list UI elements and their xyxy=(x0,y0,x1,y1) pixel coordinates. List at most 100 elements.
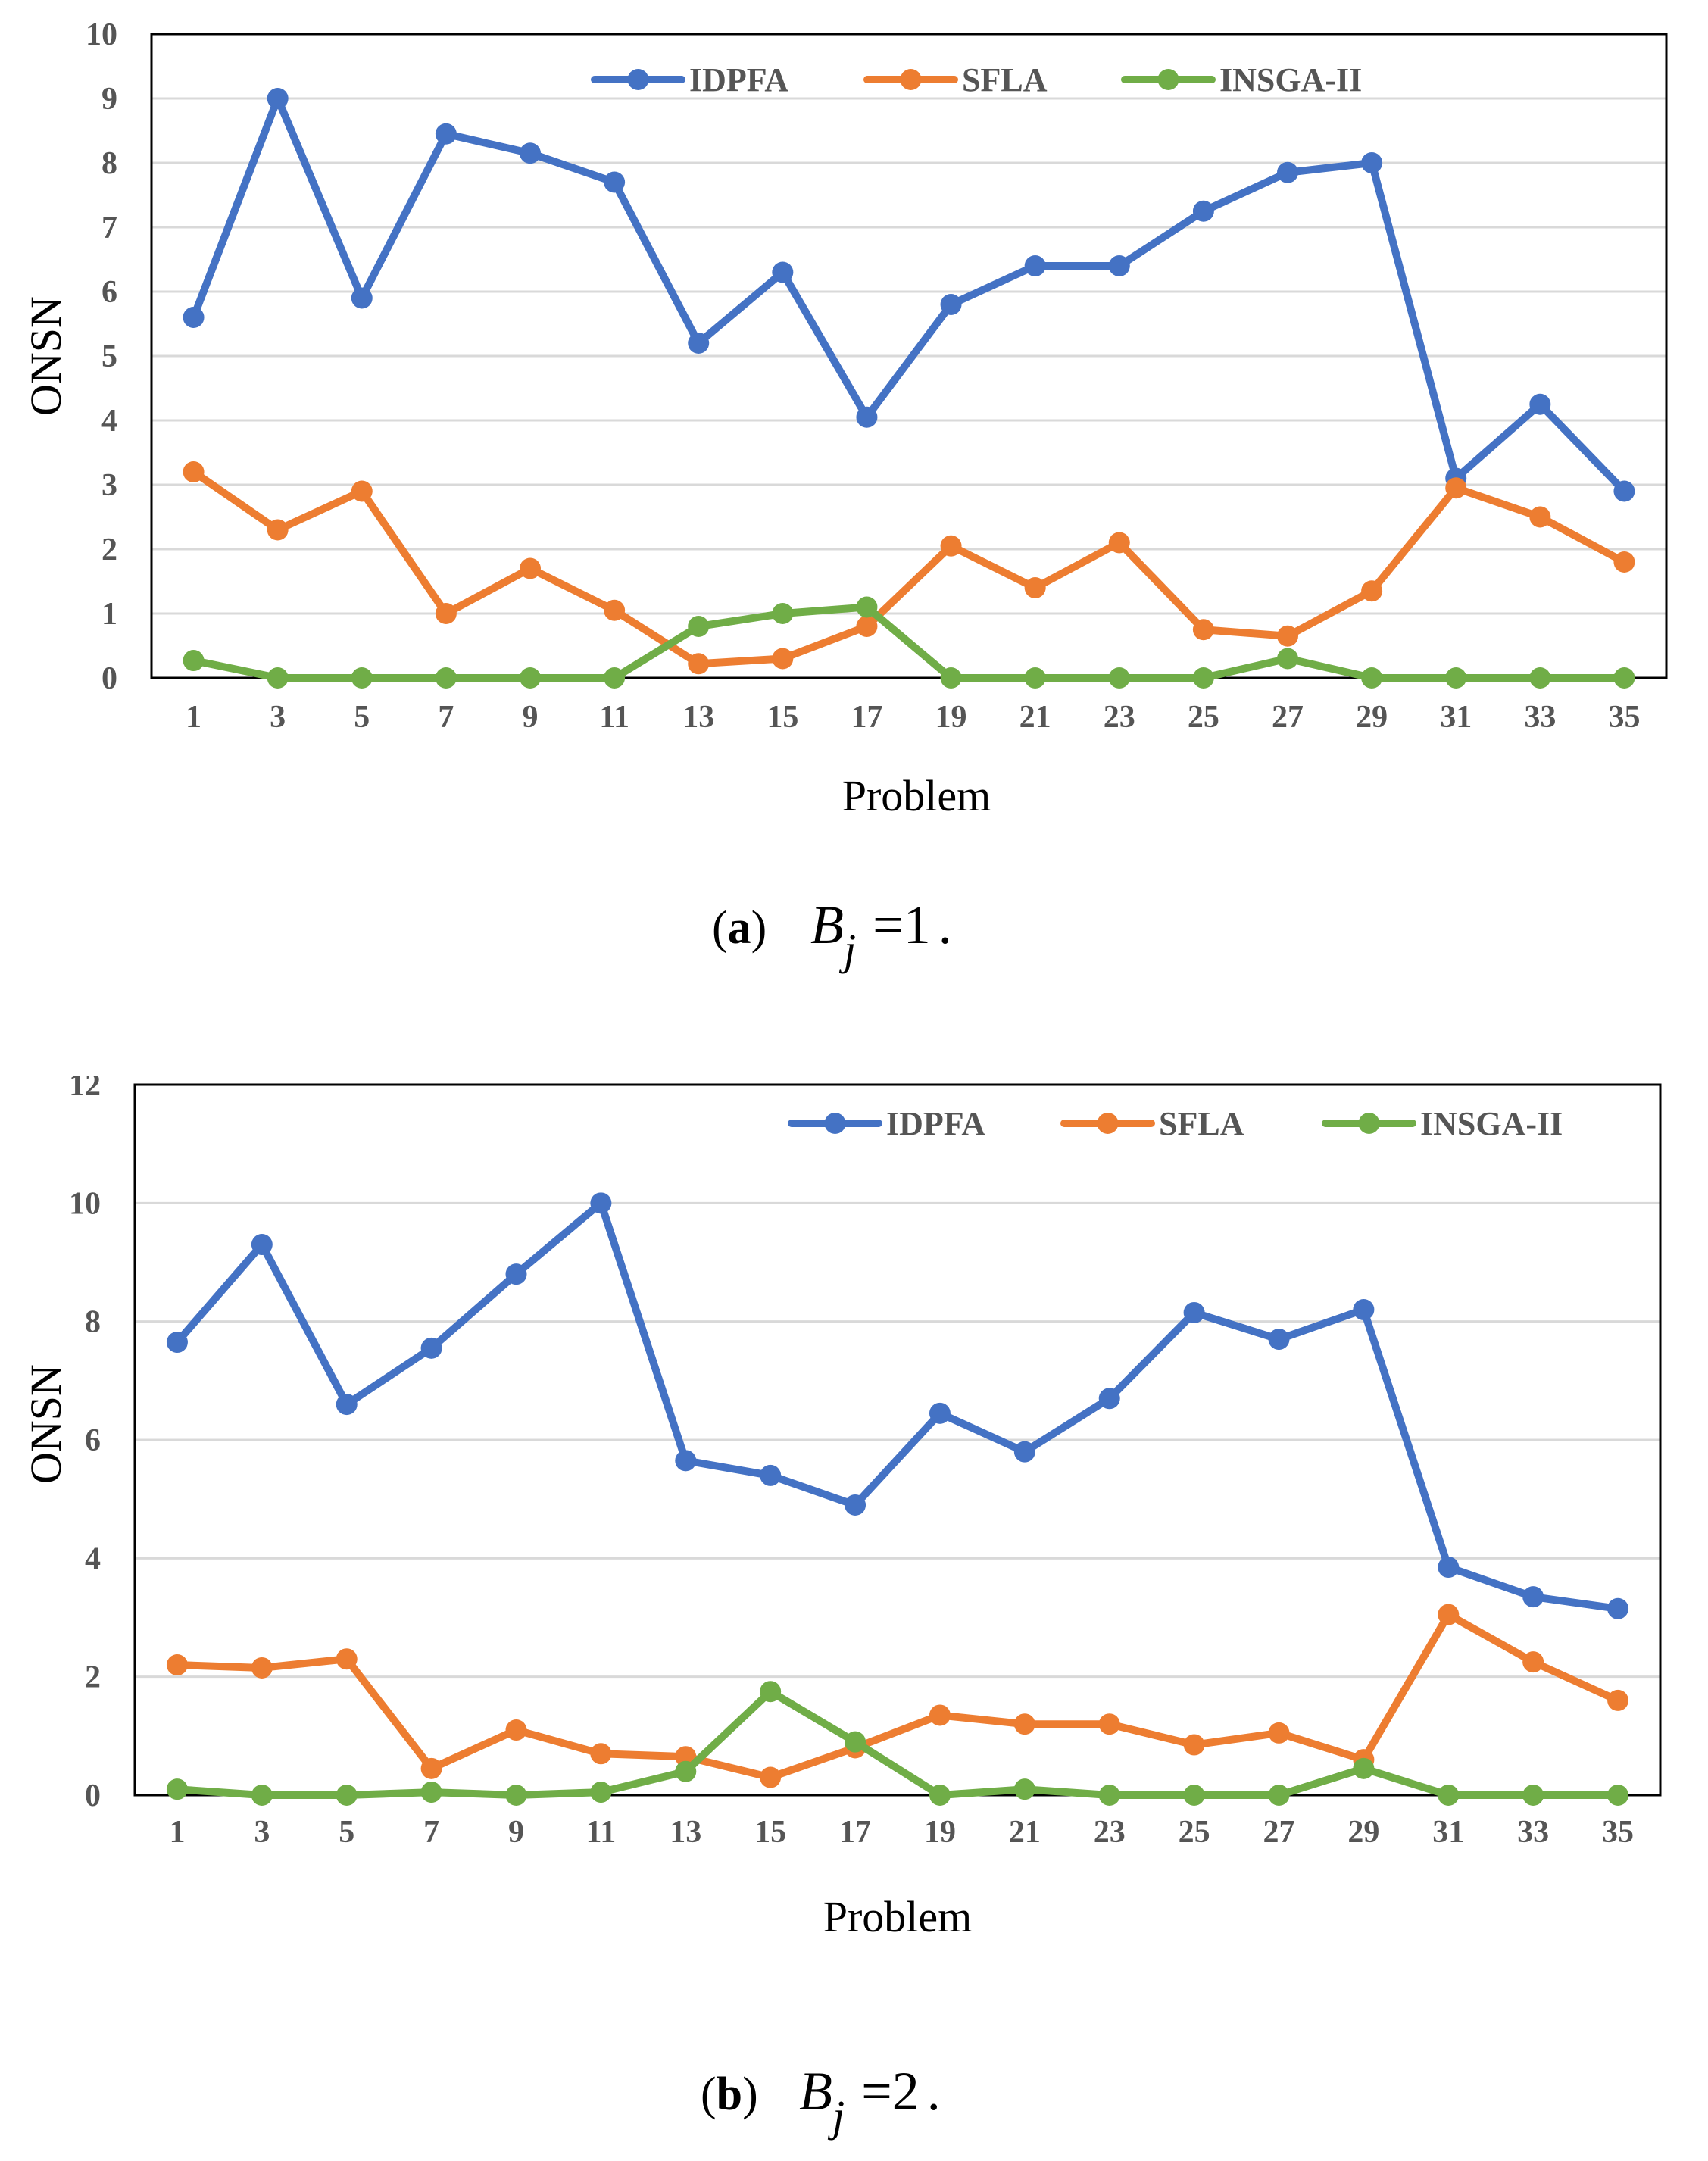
chart-b-point-insga-ii xyxy=(929,1785,951,1806)
chart-b-point-idpfa xyxy=(505,1263,527,1285)
chart-b-point-sfla xyxy=(251,1657,273,1679)
chart-a-point-sfla xyxy=(1529,506,1551,528)
chart-a-y-tick-label: 5 xyxy=(101,339,117,374)
chart-b-x-tick-label: 17 xyxy=(839,1815,871,1850)
chart-b-x-tick-label: 11 xyxy=(586,1815,617,1850)
chart-b-point-insga-ii xyxy=(1098,1785,1120,1806)
chart-b-x-tick-label: 23 xyxy=(1094,1815,1126,1850)
chart-b-point-insga-ii xyxy=(166,1778,188,1800)
chart-a-point-insga-ii xyxy=(520,667,541,689)
chart-a-point-insga-ii xyxy=(435,667,457,689)
chart-a-x-tick-label: 5 xyxy=(354,700,370,735)
chart-b-point-insga-ii xyxy=(845,1731,866,1753)
chart-a-x-tick-label: 35 xyxy=(1608,700,1640,735)
chart-a-point-sfla xyxy=(1192,619,1214,641)
chart-a-point-insga-ii xyxy=(1529,667,1551,689)
chart-b-point-insga-ii xyxy=(1353,1757,1375,1779)
chart-b-point-sfla xyxy=(590,1743,612,1765)
chart-a-point-idpfa xyxy=(772,261,794,283)
chart-b-point-sfla xyxy=(420,1757,442,1779)
chart-b-x-tick-label: 1 xyxy=(169,1815,185,1850)
chart-a-series-line-insga-ii xyxy=(189,603,1628,682)
chart-b-y-tick-label: 8 xyxy=(85,1305,101,1340)
chart-a-point-sfla xyxy=(435,603,457,624)
chart-a-point-idpfa xyxy=(1024,255,1046,276)
chart-a-legend-marker-insga-ii xyxy=(1157,69,1179,90)
chart-b-series-line-idpfa xyxy=(173,1199,1622,1613)
chart-a-point-idpfa xyxy=(856,406,878,428)
chart-b-point-idpfa xyxy=(1183,1301,1205,1323)
chart-a-point-idpfa xyxy=(1192,200,1214,222)
chart-b-x-tick-label: 3 xyxy=(254,1815,270,1850)
chart-a-legend-label-sfla: SFLA xyxy=(962,61,1048,98)
chart-a-point-insga-ii xyxy=(772,603,794,624)
chart-a-point-sfla xyxy=(1024,577,1046,598)
chart-a-point-insga-ii xyxy=(940,667,962,689)
chart-b-point-insga-ii xyxy=(675,1760,697,1782)
chart-panel-a: 0 1 2 3 4 5 6 7 8 9 10 1 3 5 7 9 11 13 15 17 19 21 23 25 27 29 31 3… xyxy=(0,0,1708,1076)
chart-b-point-insga-ii xyxy=(420,1782,442,1803)
chart-a-x-tick-label: 31 xyxy=(1440,700,1472,735)
chart-a-legend-label-insga-ii: INSGA-II xyxy=(1219,61,1362,98)
chart-b-x-tick-label: 5 xyxy=(339,1815,354,1850)
chart-a-point-sfla xyxy=(604,599,626,621)
chart-b-point-idpfa xyxy=(1268,1329,1290,1351)
chart-b-point-insga-ii xyxy=(590,1782,612,1803)
chart-a-caption-equation: Bj =1. xyxy=(810,895,952,974)
chart-a-point-idpfa xyxy=(351,287,373,309)
chart-b-y-tick-label: 10 xyxy=(69,1186,101,1221)
chart-b-x-tick-label: 15 xyxy=(754,1815,786,1850)
chart-a-point-idpfa xyxy=(183,307,205,328)
chart-a-x-tick-label: 11 xyxy=(599,700,629,735)
chart-a-x-tick-label: 15 xyxy=(767,700,798,735)
chart-a-point-idpfa xyxy=(435,123,457,145)
chart-a-point-insga-ii xyxy=(1024,667,1046,689)
chart-a-point-insga-ii xyxy=(856,596,878,618)
chart-b-point-idpfa xyxy=(251,1234,273,1256)
chart-a-point-insga-ii xyxy=(1361,667,1383,689)
chart-b-x-tick-label: 21 xyxy=(1009,1815,1041,1850)
chart-a-point-idpfa xyxy=(520,142,541,164)
chart-a-point-sfla xyxy=(856,616,878,637)
chart-b-x-tick-label: 33 xyxy=(1517,1815,1549,1850)
chart-b-y-tick-label: 0 xyxy=(85,1778,101,1813)
chart-a-x-tick-label: 13 xyxy=(682,700,714,735)
chart-b-point-idpfa xyxy=(760,1464,782,1486)
chart-a-y-tick-label: 10 xyxy=(86,17,117,52)
chart-b-x-tick-label: 25 xyxy=(1179,1815,1210,1850)
chart-a-x-tick-label: 1 xyxy=(186,700,201,735)
chart-b-y-tick-label: 6 xyxy=(85,1423,101,1458)
chart-a-point-insga-ii xyxy=(604,667,626,689)
chart-a-x-tick-label: 23 xyxy=(1104,700,1135,735)
chart-a-point-idpfa xyxy=(1613,480,1635,502)
chart-b-caption-equation: Bj =2. xyxy=(799,2061,941,2141)
chart-b-point-idpfa xyxy=(929,1402,951,1424)
chart-b-point-idpfa xyxy=(675,1450,697,1472)
chart-a-y-tick-label: 6 xyxy=(101,275,117,310)
chart-b-point-idpfa xyxy=(166,1332,188,1354)
chart-a-x-tick-label: 3 xyxy=(270,700,286,735)
chart-b-legend-label-sfla: SFLA xyxy=(1159,1105,1244,1142)
chart-a-y-tick-label: 9 xyxy=(101,82,117,117)
chart-b-y-tick-label: 4 xyxy=(85,1541,101,1576)
chart-b-point-sfla xyxy=(1438,1604,1460,1625)
chart-a-y-tick-label: 1 xyxy=(101,597,117,632)
chart-a-point-insga-ii xyxy=(688,616,710,637)
chart-a-point-idpfa xyxy=(604,171,626,193)
chart-a-point-idpfa xyxy=(940,294,962,315)
chart-b-y-tick-label: 12 xyxy=(69,1076,101,1103)
chart-b-point-sfla xyxy=(505,1719,527,1741)
chart-b-x-tick-label: 31 xyxy=(1432,1815,1464,1850)
chart-b-x-axis-title: Problem xyxy=(823,1892,973,1941)
chart-b-point-sfla xyxy=(1098,1713,1120,1735)
chart-a-y-tick-label: 8 xyxy=(101,146,117,181)
chart-b-legend-label-insga-ii: INSGA-II xyxy=(1420,1105,1563,1142)
chart-a-legend-marker-sfla xyxy=(900,69,922,90)
chart-a-x-tick-label: 17 xyxy=(851,700,882,735)
chart-a-point-insga-ii xyxy=(1613,667,1635,689)
chart-b-point-sfla xyxy=(1607,1689,1629,1711)
chart-a-caption-label: (a) xyxy=(712,902,767,954)
chart-b-point-idpfa xyxy=(1353,1299,1375,1321)
chart-b-series-line-insga-ii xyxy=(173,1688,1622,1799)
